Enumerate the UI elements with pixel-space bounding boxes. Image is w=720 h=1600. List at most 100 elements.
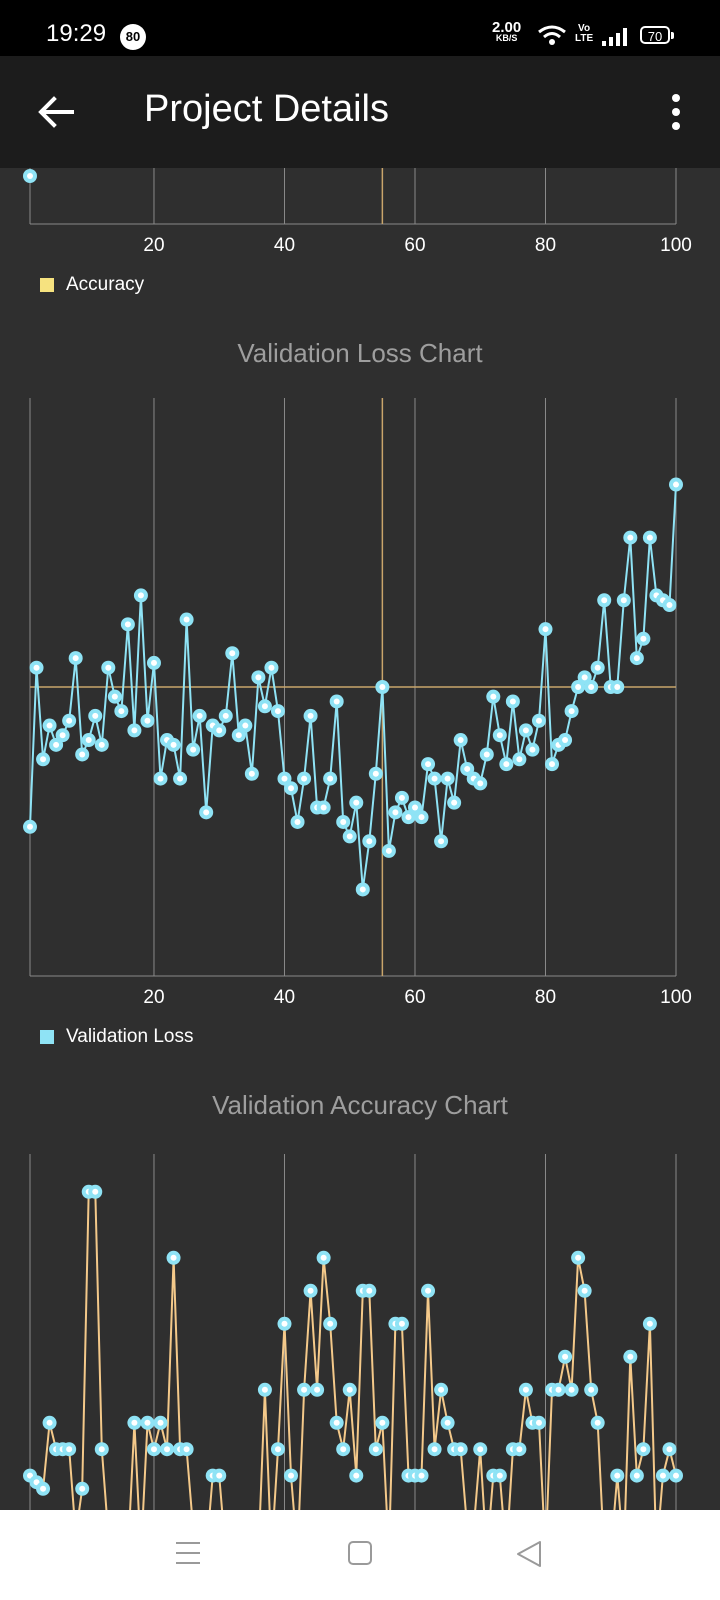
validation-loss-point-center	[40, 756, 47, 763]
validation-accuracy-point-center	[372, 1446, 379, 1453]
validation-loss-point-center	[235, 732, 242, 739]
validation-accuracy-point-center	[164, 1446, 171, 1453]
validation-loss-point-center	[33, 664, 40, 671]
x-tick-label: 20	[143, 235, 164, 256]
validation-loss-point-center	[620, 597, 627, 604]
validation-accuracy-point-center	[633, 1472, 640, 1479]
validation-loss-point-center	[177, 775, 184, 782]
wifi-icon	[538, 25, 566, 45]
validation-loss-point-center	[85, 737, 92, 744]
validation-accuracy-point-center	[418, 1472, 425, 1479]
validation-accuracy-point-center	[131, 1419, 138, 1426]
validation-accuracy-point-center	[261, 1386, 268, 1393]
validation-loss-point-center	[594, 664, 601, 671]
validation-accuracy-point-center	[496, 1472, 503, 1479]
validation-accuracy-point-center	[150, 1446, 157, 1453]
volte-top: Vo	[578, 23, 591, 34]
validation-accuracy-point-center	[307, 1287, 314, 1294]
project-details-content[interactable]: 20 40 60 80 100 Accuracy Validation Loss Cha…	[0, 168, 720, 1510]
validation-loss-point-center	[190, 746, 197, 753]
network-speed-unit: KB/S	[495, 33, 518, 43]
validation-loss-point-center	[568, 708, 575, 715]
validation-accuracy-point-center	[27, 1472, 33, 1479]
validation-accuracy-point-center	[346, 1386, 353, 1393]
validation-loss-point-center	[216, 727, 223, 734]
validation-loss-point-center	[359, 886, 366, 893]
validation-accuracy-point-center	[314, 1386, 321, 1393]
validation-loss-point-center	[27, 823, 33, 830]
x-tick-label: 60	[404, 235, 425, 256]
validation-loss-point-center	[490, 693, 497, 700]
validation-loss-point-center	[509, 698, 516, 705]
signal-icon	[602, 28, 627, 46]
validation-accuracy-point-center	[640, 1446, 647, 1453]
validation-accuracy-point-center	[627, 1353, 634, 1360]
validation-loss-point-center	[627, 534, 634, 541]
validation-loss-point-center	[575, 684, 582, 690]
validation-accuracy-point-center	[562, 1353, 569, 1360]
validation-loss-point-center	[516, 756, 523, 763]
validation-loss-point-center	[53, 741, 60, 748]
accuracy-legend-label: Accuracy	[66, 274, 145, 295]
validation-loss-point-center	[451, 799, 458, 806]
back-triangle-icon[interactable]	[516, 1540, 542, 1568]
validation-accuracy-point-center	[477, 1446, 484, 1453]
x-tick-label: 80	[535, 235, 556, 256]
validation-accuracy-point-center	[588, 1386, 595, 1393]
validation-accuracy-title: Validation Accuracy Chart	[212, 1090, 508, 1120]
accuracy-chart: 20 40 60 80 100	[23, 168, 692, 256]
validation-accuracy-point-center	[92, 1188, 99, 1195]
accuracy-point-center	[27, 173, 33, 179]
x-tick-label: 100	[660, 235, 692, 256]
validation-loss-point-center	[535, 717, 542, 724]
validation-loss-point-center	[614, 684, 621, 690]
network-speed: 2.00 KB/S	[492, 20, 521, 44]
home-icon[interactable]	[347, 1540, 373, 1566]
validation-accuracy-point-center	[340, 1446, 347, 1453]
validation-loss-point-center	[372, 770, 379, 777]
validation-loss-chart: 20 40 60 80 100	[23, 398, 692, 1008]
validation-loss-point-center	[496, 732, 503, 739]
validation-loss-point-center	[464, 765, 471, 772]
validation-loss-point-center	[588, 684, 595, 690]
validation-loss-legend-label: Validation Loss	[66, 1026, 194, 1047]
more-options-icon[interactable]	[664, 94, 688, 130]
validation-accuracy-point-center	[457, 1446, 464, 1453]
validation-accuracy-point-center	[333, 1419, 340, 1426]
x-tick-label: 40	[274, 235, 295, 256]
app-bar: Project Details	[0, 56, 720, 168]
validation-accuracy-point-center	[522, 1386, 529, 1393]
validation-loss-point-center	[105, 664, 112, 671]
validation-loss-point-center	[281, 775, 288, 782]
validation-accuracy-chart	[23, 1154, 683, 1510]
back-arrow-icon[interactable]	[36, 92, 76, 132]
validation-accuracy-point-center	[516, 1446, 523, 1453]
validation-loss-point-center	[673, 481, 679, 488]
accuracy-legend-swatch	[40, 278, 54, 292]
validation-loss-point-center	[288, 785, 295, 792]
page-title: Project Details	[144, 88, 389, 130]
validation-loss-point-center	[483, 751, 490, 758]
validation-loss-point-center	[79, 751, 86, 758]
validation-loss-point-center	[255, 674, 262, 681]
validation-accuracy-point-center	[398, 1320, 405, 1327]
validation-accuracy-point-center	[274, 1446, 281, 1453]
validation-loss-point-center	[392, 809, 399, 816]
validation-loss-legend: Validation Loss	[40, 1026, 193, 1048]
validation-accuracy-point-center	[379, 1419, 386, 1426]
validation-loss-point-center	[340, 818, 347, 825]
validation-accuracy-point-center	[157, 1419, 164, 1426]
validation-accuracy-point-center	[666, 1446, 673, 1453]
validation-accuracy-point-center	[438, 1386, 445, 1393]
validation-accuracy-point-center	[281, 1320, 288, 1327]
validation-loss-point-center	[170, 741, 177, 748]
validation-accuracy-line	[29, 1190, 677, 1510]
validation-loss-point-center	[529, 746, 536, 753]
validation-loss-point-center	[477, 780, 484, 787]
menu-icon[interactable]	[175, 1540, 201, 1566]
validation-loss-point-center	[203, 809, 210, 816]
validation-accuracy-point-center	[216, 1472, 223, 1479]
validation-loss-point-center	[124, 621, 131, 628]
validation-loss-point-center	[268, 664, 275, 671]
validation-loss-point-center	[157, 775, 164, 782]
